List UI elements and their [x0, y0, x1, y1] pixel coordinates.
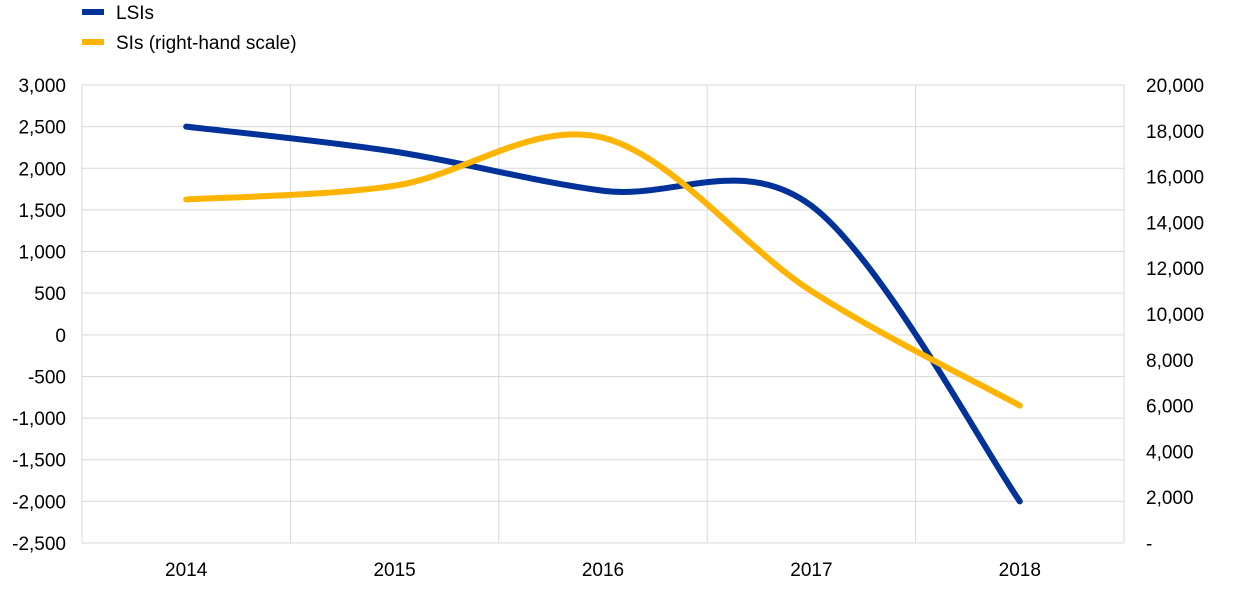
y-left-tick-label: 0	[55, 326, 66, 347]
y-left-tick-label: 3,000	[18, 76, 66, 97]
y-left-tick-label: 500	[34, 284, 66, 305]
y-right-tick-label: 4,000	[1146, 442, 1194, 463]
series-line-lsis	[183, 123, 1023, 505]
y-right-tick-label: 20,000	[1146, 76, 1204, 97]
y-right-tick-label: -	[1146, 534, 1152, 555]
y-right-tick-label: 8,000	[1146, 351, 1194, 372]
y-left-tick-label: 2,500	[18, 118, 66, 139]
x-tick-label: 2016	[582, 560, 624, 581]
x-tick-label: 2018	[999, 560, 1041, 581]
y-left-tick-label: -1,500	[12, 451, 66, 472]
legend-label: LSIs	[116, 3, 154, 24]
y-right-tick-label: 18,000	[1146, 122, 1204, 143]
y-left-tick-label: 1,000	[18, 243, 66, 264]
series-line-sis-right-hand-scale	[183, 131, 1023, 409]
y-left-tick-label: -1,000	[12, 409, 66, 430]
y-right-tick-label: 10,000	[1146, 305, 1204, 326]
y-right-tick-label: 12,000	[1146, 259, 1204, 280]
x-tick-label: 2015	[373, 560, 415, 581]
y-right-tick-label: 6,000	[1146, 397, 1194, 418]
y-right-tick-label: 16,000	[1146, 168, 1204, 189]
y-left-tick-label: -2,500	[12, 534, 66, 555]
y-left-tick-label: 2,000	[18, 159, 66, 180]
y-left-tick-label: 1,500	[18, 201, 66, 222]
y-right-tick-label: 14,000	[1146, 213, 1204, 234]
y-left-tick-label: -2,000	[12, 492, 66, 513]
y-right-tick-label: 2,000	[1146, 488, 1194, 509]
x-tick-label: 2017	[790, 560, 832, 581]
legend-label: SIs (right-hand scale)	[116, 33, 297, 54]
x-tick-label: 2014	[165, 560, 208, 581]
y-left-tick-label: -500	[28, 367, 66, 388]
